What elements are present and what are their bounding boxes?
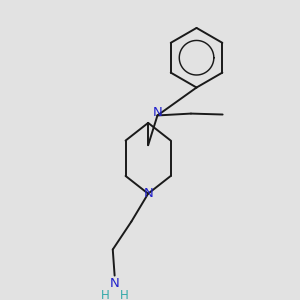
- Text: N: N: [143, 187, 153, 200]
- Text: H: H: [120, 289, 128, 300]
- Text: N: N: [110, 278, 119, 290]
- Text: N: N: [153, 106, 162, 119]
- Text: H: H: [101, 289, 110, 300]
